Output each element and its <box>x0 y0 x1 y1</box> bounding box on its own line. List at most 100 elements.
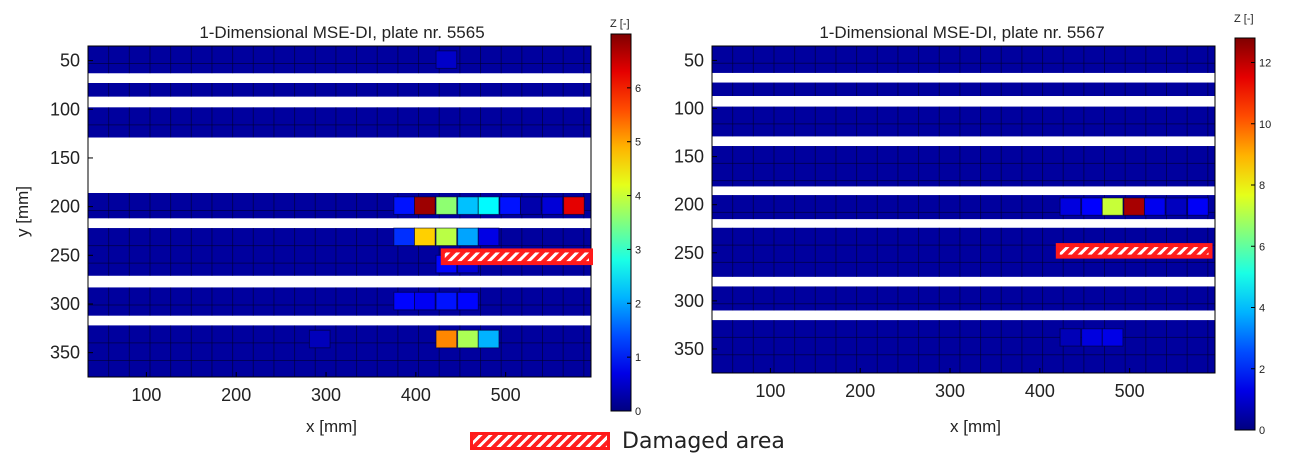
x-tick-label: 500 <box>1115 381 1145 401</box>
heatmap-cell <box>457 329 479 349</box>
y-tick-label: 350 <box>50 343 80 363</box>
heatmap-cell <box>1143 197 1166 216</box>
heatmap-cell <box>1101 328 1124 347</box>
colorbar-tick-label: 2 <box>635 298 641 310</box>
heatmap-cell <box>393 196 416 215</box>
x-tick-label: 500 <box>491 385 521 405</box>
heatmap-cell <box>519 196 542 215</box>
strip-2 <box>88 82 591 97</box>
x-tick-label: 200 <box>221 385 251 405</box>
legend: Damaged area <box>470 428 785 454</box>
legend-label: Damaged area <box>622 428 785 454</box>
chart-title: 1-Dimensional MSE-DI, plate nr. 5565 <box>199 23 484 42</box>
heatmap-cell <box>1123 197 1145 216</box>
x-tick-label: 300 <box>935 381 965 401</box>
heatmap-cell <box>1081 197 1103 216</box>
x-tick-label: 200 <box>845 381 875 401</box>
heatmap-cell <box>541 196 564 215</box>
heatmap-cell <box>393 291 416 311</box>
colorbar-tick-label: 10 <box>1259 119 1271 131</box>
y-tick-label: 200 <box>50 197 80 217</box>
heatmap-cell <box>457 196 479 215</box>
strip-4 <box>712 146 1215 187</box>
x-tick-label: 400 <box>1025 381 1055 401</box>
x-tick-label: 300 <box>311 385 341 405</box>
colorbar-label: Z [-] <box>1234 13 1254 25</box>
chart-title: 1-Dimensional MSE-DI, plate nr. 5567 <box>819 23 1104 42</box>
strip-1 <box>712 46 1215 73</box>
x-tick-label: 400 <box>401 385 431 405</box>
colorbar-tick-label: 6 <box>1259 241 1265 253</box>
colorbar-tick-label: 8 <box>1259 180 1265 192</box>
strip-1 <box>88 46 591 74</box>
y-tick-label: 200 <box>674 195 704 215</box>
y-tick-label: 100 <box>50 99 80 119</box>
x-tick-label: 100 <box>755 381 785 401</box>
y-axis-label: y [mm] <box>13 186 32 237</box>
heatmap-cell <box>414 227 436 247</box>
heatmap-cell <box>499 196 521 215</box>
strip-8 <box>712 320 1215 373</box>
colorbar-tick-label: 4 <box>635 191 641 203</box>
heatmap-panel-1: 1-Dimensional MSE-DI, plate nr. 5565 100 2… <box>13 18 641 436</box>
y-tick-label: 250 <box>50 245 80 265</box>
x-axis-label: x [mm] <box>306 417 357 436</box>
colorbar <box>1234 37 1256 431</box>
x-tick-label: 100 <box>131 385 161 405</box>
heatmap-cell <box>414 291 436 311</box>
heatmap-cell <box>435 196 458 215</box>
colorbar-tick-label: 2 <box>1259 364 1265 376</box>
heatmap-cell <box>1187 197 1209 216</box>
y-tick-label: 300 <box>50 294 80 314</box>
y-tick-label: 50 <box>684 50 704 70</box>
damaged-area-swatch <box>470 432 610 450</box>
y-tick-label: 300 <box>674 291 704 311</box>
strip-6 <box>88 287 591 316</box>
heatmap-cell <box>435 227 458 247</box>
colorbar-tick-label: 4 <box>1259 303 1265 315</box>
heatmap-cell <box>308 329 331 349</box>
y-tick-label: 250 <box>674 243 704 263</box>
heatmap-cell <box>563 196 585 215</box>
heatmap-cell <box>1101 197 1124 216</box>
heatmap-cell <box>477 329 500 349</box>
colorbar-tick-label: 6 <box>635 83 641 95</box>
y-tick-label: 50 <box>60 51 80 71</box>
axes-frame <box>711 45 1216 374</box>
heatmap-cell <box>414 196 436 215</box>
y-tick-label: 150 <box>50 148 80 168</box>
heatmap-cell <box>435 291 458 311</box>
heatmap-cell <box>477 227 500 247</box>
y-tick-label: 350 <box>674 339 704 359</box>
heatmap-cell <box>393 227 416 247</box>
heatmap-cell <box>435 50 458 69</box>
x-axis-label: x [mm] <box>950 417 1001 436</box>
y-tick-label: 100 <box>674 99 704 119</box>
colorbar-tick-label: 12 <box>1259 58 1271 70</box>
colorbar-label: Z [-] <box>610 18 630 30</box>
heatmap-cell <box>477 196 500 215</box>
heatmap-cell <box>1059 328 1082 347</box>
strip-2 <box>712 82 1215 97</box>
heatmap-cell <box>1081 328 1103 347</box>
strip-3 <box>88 107 591 138</box>
strip-7 <box>712 286 1215 311</box>
damaged-area-marker <box>1055 243 1213 259</box>
colorbar-tick-label: 0 <box>635 406 641 418</box>
heatmap-cell <box>457 291 479 311</box>
axes-frame <box>87 45 592 378</box>
heatmap-cell <box>1059 197 1082 216</box>
colorbar-tick-label: 3 <box>635 244 641 256</box>
strip-3 <box>712 106 1215 137</box>
colorbar-tick-label: 5 <box>635 137 641 149</box>
colorbar-tick-label: 1 <box>635 352 641 364</box>
colorbar-tick-label: 0 <box>1259 425 1265 437</box>
heatmap-cell <box>435 329 458 349</box>
strip-7 <box>88 325 591 377</box>
heatmap-cell <box>457 227 479 247</box>
heatmap-cell <box>1165 197 1188 216</box>
y-tick-label: 150 <box>674 147 704 167</box>
damaged-area-marker <box>440 248 593 266</box>
